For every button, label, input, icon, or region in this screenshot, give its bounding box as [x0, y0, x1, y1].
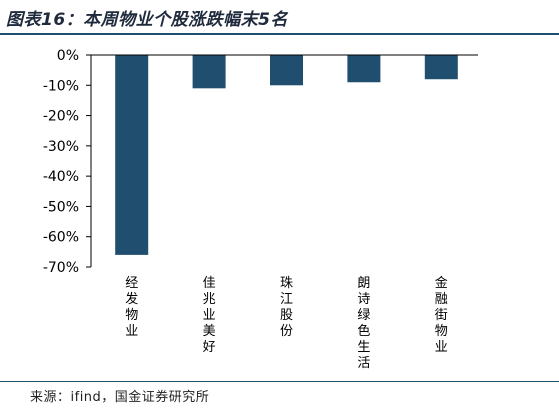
- y-tick-label: -40%: [43, 169, 79, 185]
- category-labels: 经发物业 佳兆业美好 珠江股份 朗诗绿色生活 金融街物业: [125, 275, 448, 371]
- y-tick-label: -60%: [43, 230, 79, 246]
- y-tick-label: -70%: [43, 260, 79, 276]
- bar-chart: 0% -10% -20% -30% -40% -50% -60% -70% 经发物业 佳兆业美好…: [43, 48, 478, 371]
- bar: [115, 55, 149, 255]
- bar: [347, 55, 381, 83]
- category-label: 金融街物业: [435, 275, 448, 355]
- y-tick-label: -10%: [43, 78, 79, 94]
- y-tick-label: -20%: [43, 109, 79, 125]
- source-note: 来源：ifind，国金证券研究所: [30, 390, 210, 405]
- y-tick-label: 0%: [57, 48, 79, 64]
- category-label: 经发物业: [125, 276, 138, 339]
- category-label: 朗诗绿色生活: [357, 276, 370, 371]
- y-axis-ticks: 0% -10% -20% -30% -40% -50% -60% -70%: [43, 48, 91, 276]
- bar: [424, 55, 458, 80]
- chart-title: 图表16：本周物业个股涨跌幅末5名: [6, 10, 288, 30]
- y-tick-label: -30%: [43, 139, 79, 155]
- source-rule: [0, 381, 559, 382]
- category-label: 珠江股份: [280, 276, 293, 339]
- category-label: 佳兆业美好: [203, 276, 216, 355]
- bar: [192, 55, 226, 89]
- bars: [115, 55, 458, 255]
- bar: [270, 55, 303, 86]
- title-rule: [0, 33, 559, 35]
- y-tick-label: -50%: [43, 199, 79, 215]
